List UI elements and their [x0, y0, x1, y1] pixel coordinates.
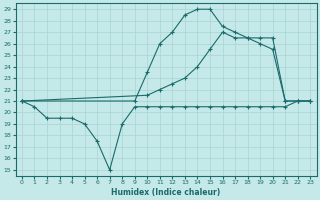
X-axis label: Humidex (Indice chaleur): Humidex (Indice chaleur)	[111, 188, 221, 197]
